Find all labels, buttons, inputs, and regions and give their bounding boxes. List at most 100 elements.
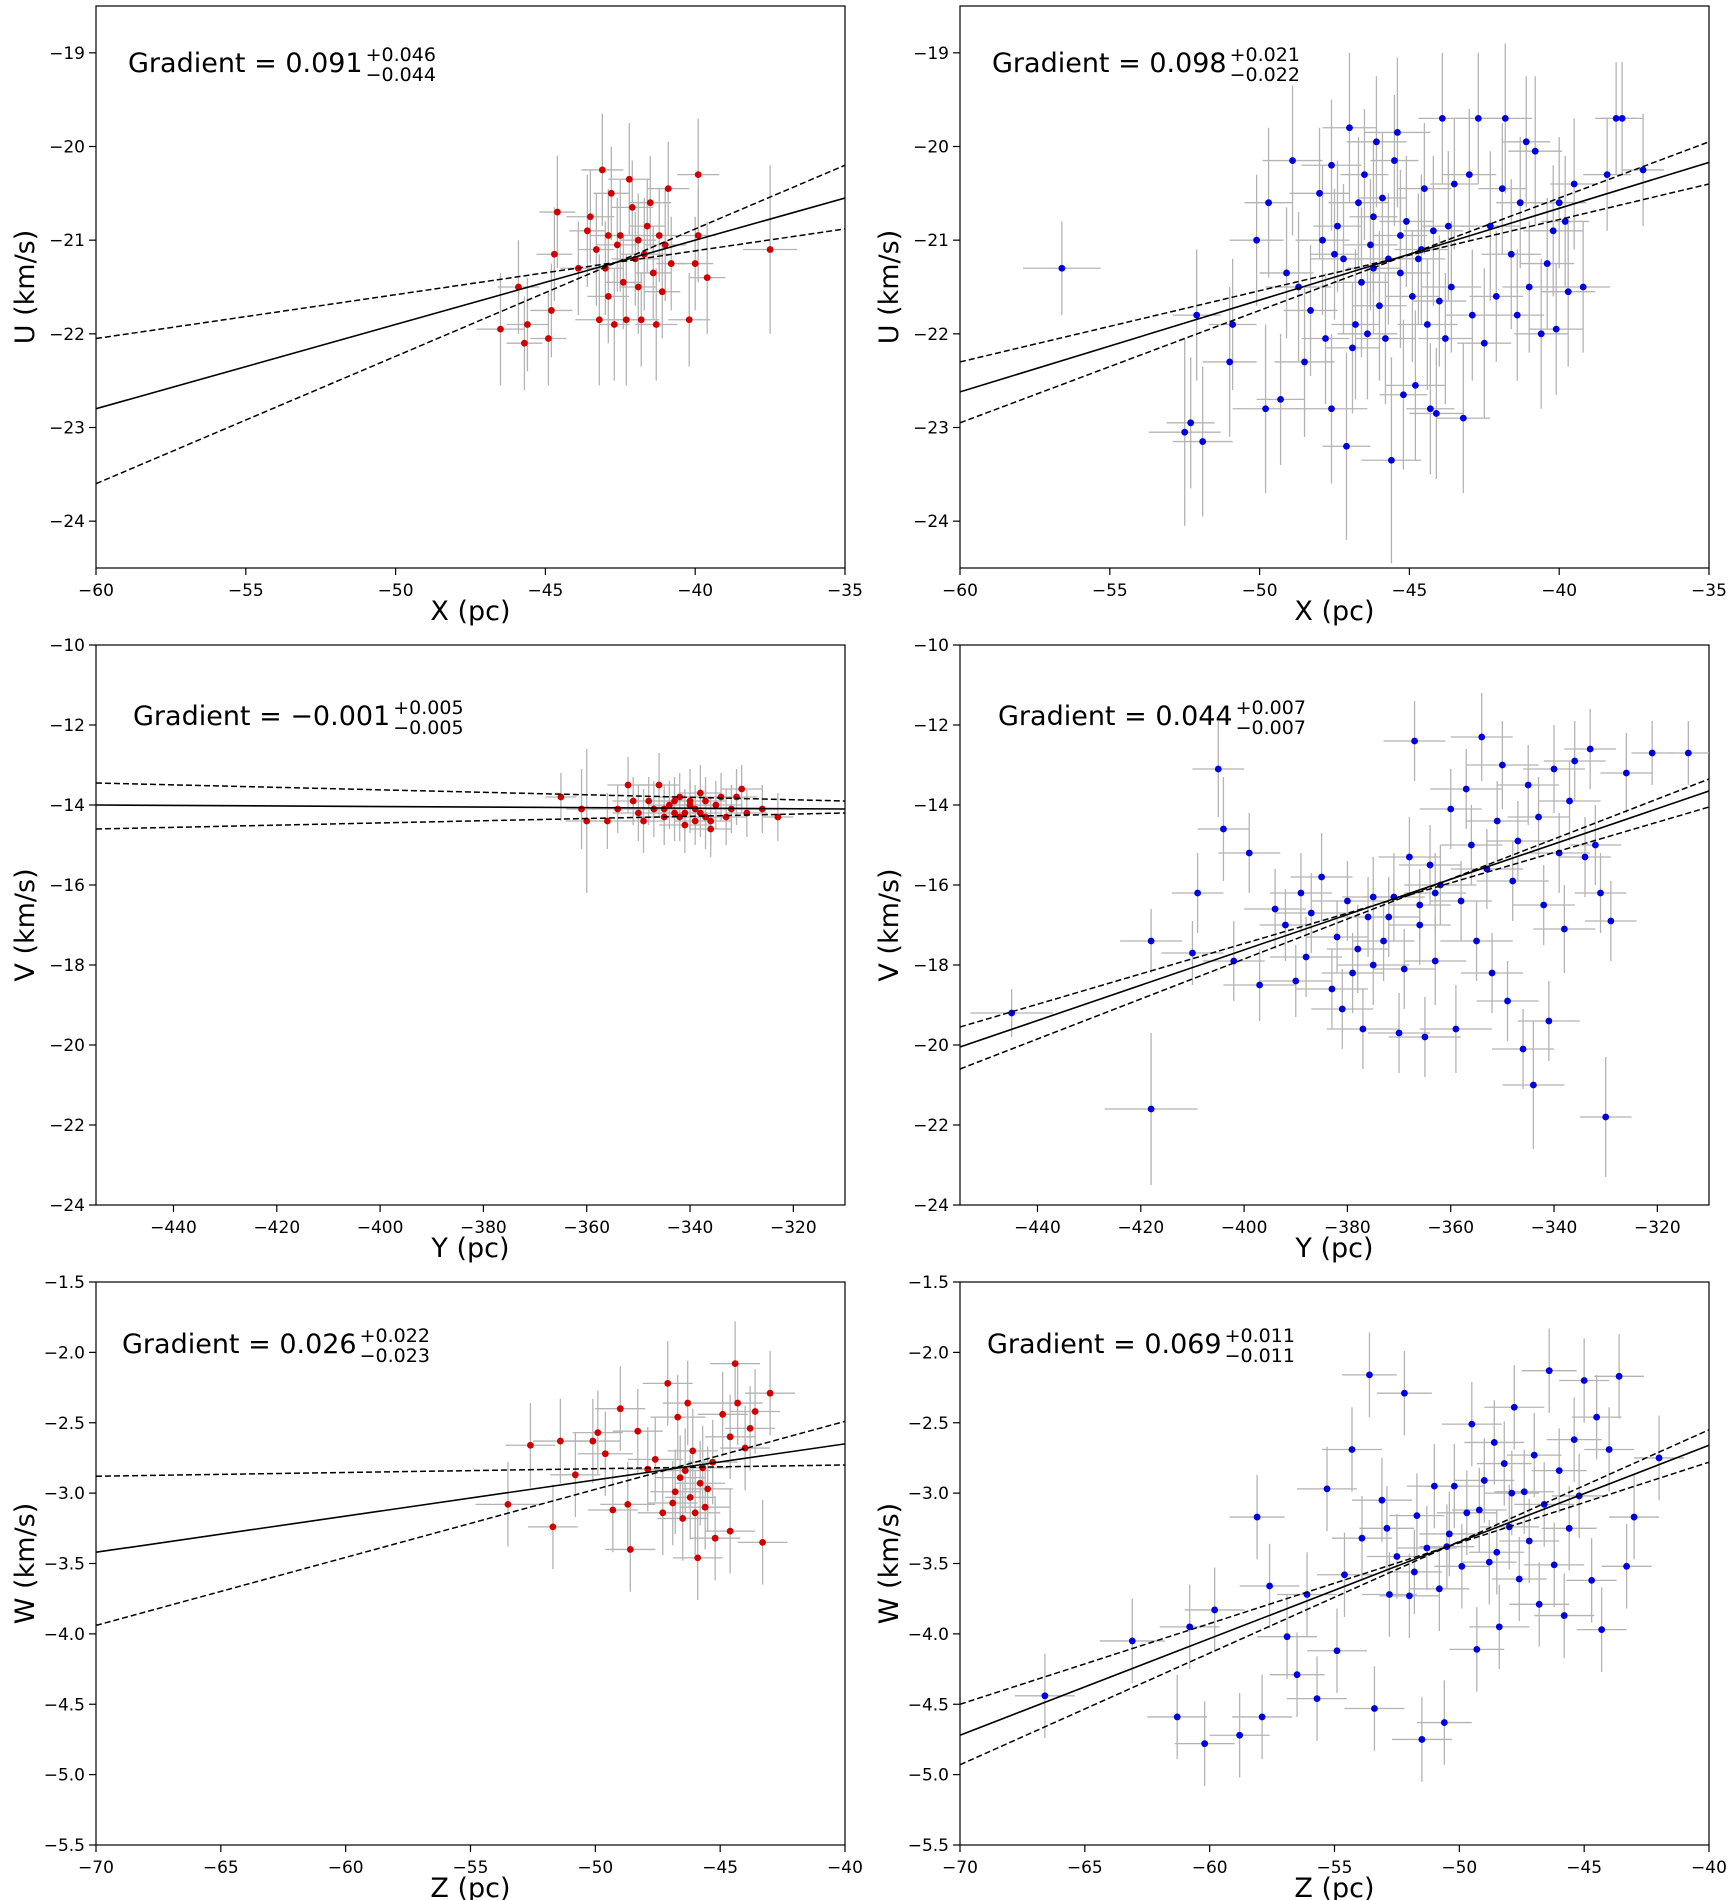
data-point xyxy=(557,793,565,801)
data-point xyxy=(1214,765,1222,773)
data-point xyxy=(607,189,615,197)
data-point xyxy=(550,250,558,258)
x-tick-label: −320 xyxy=(1634,1218,1681,1238)
y-tick-label: −24 xyxy=(49,512,85,532)
data-point xyxy=(1383,1524,1391,1532)
y-tick-label: −16 xyxy=(913,876,949,896)
x-tick-label: −50 xyxy=(1441,1858,1477,1878)
data-point xyxy=(1258,1713,1266,1721)
data-point xyxy=(707,825,715,833)
y-tick-label: −3.5 xyxy=(908,1555,949,1575)
data-point xyxy=(1480,339,1488,347)
x-tick-label: −340 xyxy=(667,1218,714,1238)
data-point xyxy=(1277,396,1284,403)
fit-bound-lower xyxy=(96,812,845,830)
data-point xyxy=(646,199,654,207)
data-point xyxy=(1570,1436,1578,1444)
data-point xyxy=(1395,1029,1403,1037)
gradient-annotation: Gradient = 0.098 xyxy=(992,48,1227,79)
plot-frame xyxy=(95,644,846,1206)
panel-z-w-left: −70 −65 −60 −55 −50 −45 −40 −5.5 −5.0 −4.5 −4.0 −3.… xyxy=(10,1273,863,1900)
gradient-prefix: Gradient = xyxy=(128,48,285,79)
y-tick-label: −20 xyxy=(913,138,949,158)
data-point xyxy=(1186,1623,1194,1631)
data-point xyxy=(759,1538,767,1546)
data-point xyxy=(592,246,600,253)
data-point xyxy=(1388,456,1395,464)
data-point xyxy=(674,1413,682,1421)
gradient-value: 0.098 xyxy=(1149,48,1226,79)
data-point xyxy=(1354,945,1362,953)
data-point xyxy=(521,339,528,347)
data-point xyxy=(1571,757,1579,765)
data-point xyxy=(1041,1692,1049,1700)
data-point xyxy=(704,1485,712,1493)
data-point xyxy=(1333,933,1341,941)
data-point xyxy=(1500,1460,1508,1467)
data-point xyxy=(1423,321,1431,328)
gradient-error-minus: −0.005 xyxy=(393,717,463,739)
data-point xyxy=(1391,157,1398,164)
data-point xyxy=(556,1437,564,1445)
data-point xyxy=(1199,438,1207,445)
data-point xyxy=(652,321,660,328)
y-tick-label: −18 xyxy=(49,956,85,976)
data-point xyxy=(681,1467,689,1475)
data-point xyxy=(655,781,663,789)
data-point xyxy=(1397,269,1404,277)
y-tick-label: −2.0 xyxy=(44,1343,85,1363)
data-point xyxy=(549,1523,557,1531)
data-point xyxy=(614,805,622,813)
data-point xyxy=(738,785,746,793)
data-point xyxy=(547,307,555,314)
gradient-prefix: Gradient = xyxy=(992,48,1149,79)
data-point xyxy=(1352,321,1359,328)
y-tick-label: −16 xyxy=(49,876,85,896)
x-tick-label: −400 xyxy=(1221,1218,1268,1238)
data-point xyxy=(1509,877,1517,885)
data-point xyxy=(1414,255,1422,263)
data-point xyxy=(1475,1506,1483,1514)
data-point xyxy=(634,809,642,817)
data-point xyxy=(719,1410,727,1418)
y-axis-label: U (km/s) xyxy=(874,230,905,345)
data-point xyxy=(1355,199,1362,207)
data-point xyxy=(1369,893,1377,901)
fit-line xyxy=(96,1443,845,1554)
data-point xyxy=(626,1546,634,1553)
x-tick-label: −40 xyxy=(1541,581,1577,601)
data-point xyxy=(691,817,699,825)
x-axis-label: Z (pc) xyxy=(1294,1873,1374,1900)
y-tick-label: −22 xyxy=(49,1116,85,1136)
data-point xyxy=(1229,321,1237,328)
gradient-error-minus: −0.044 xyxy=(366,64,436,86)
panel-x-u-left: −60 −55 −50 −45 −40 −35 −24 −23 −22 −21 −20 −19 X (p… xyxy=(10,5,863,627)
data-point xyxy=(1423,1544,1431,1552)
data-point xyxy=(624,1500,632,1508)
data-point xyxy=(1307,307,1314,314)
x-tick-label: −55 xyxy=(1317,1858,1353,1878)
data-point xyxy=(625,175,633,183)
data-point xyxy=(1495,1623,1503,1631)
x-tick-label: −380 xyxy=(460,1218,507,1238)
data-point xyxy=(1435,297,1443,305)
data-point xyxy=(1431,889,1439,897)
data-point xyxy=(527,1441,534,1449)
data-point xyxy=(1603,171,1611,179)
data-point xyxy=(1173,1713,1181,1721)
data-point xyxy=(1147,1105,1155,1113)
data-point xyxy=(1346,124,1353,132)
data-point xyxy=(717,793,725,801)
y-tick-label: −24 xyxy=(913,1196,949,1216)
data-point xyxy=(595,316,603,324)
data-point xyxy=(1413,1512,1421,1520)
plot-frame xyxy=(95,1281,846,1846)
data-point xyxy=(1485,1558,1493,1566)
data-point xyxy=(1256,981,1263,989)
data-point xyxy=(1397,232,1404,239)
fit-line xyxy=(960,1444,1709,1736)
y-tick-label: −22 xyxy=(49,325,85,345)
data-point xyxy=(1408,292,1416,300)
x-tick-label: −60 xyxy=(78,581,114,601)
data-point xyxy=(1369,961,1377,969)
